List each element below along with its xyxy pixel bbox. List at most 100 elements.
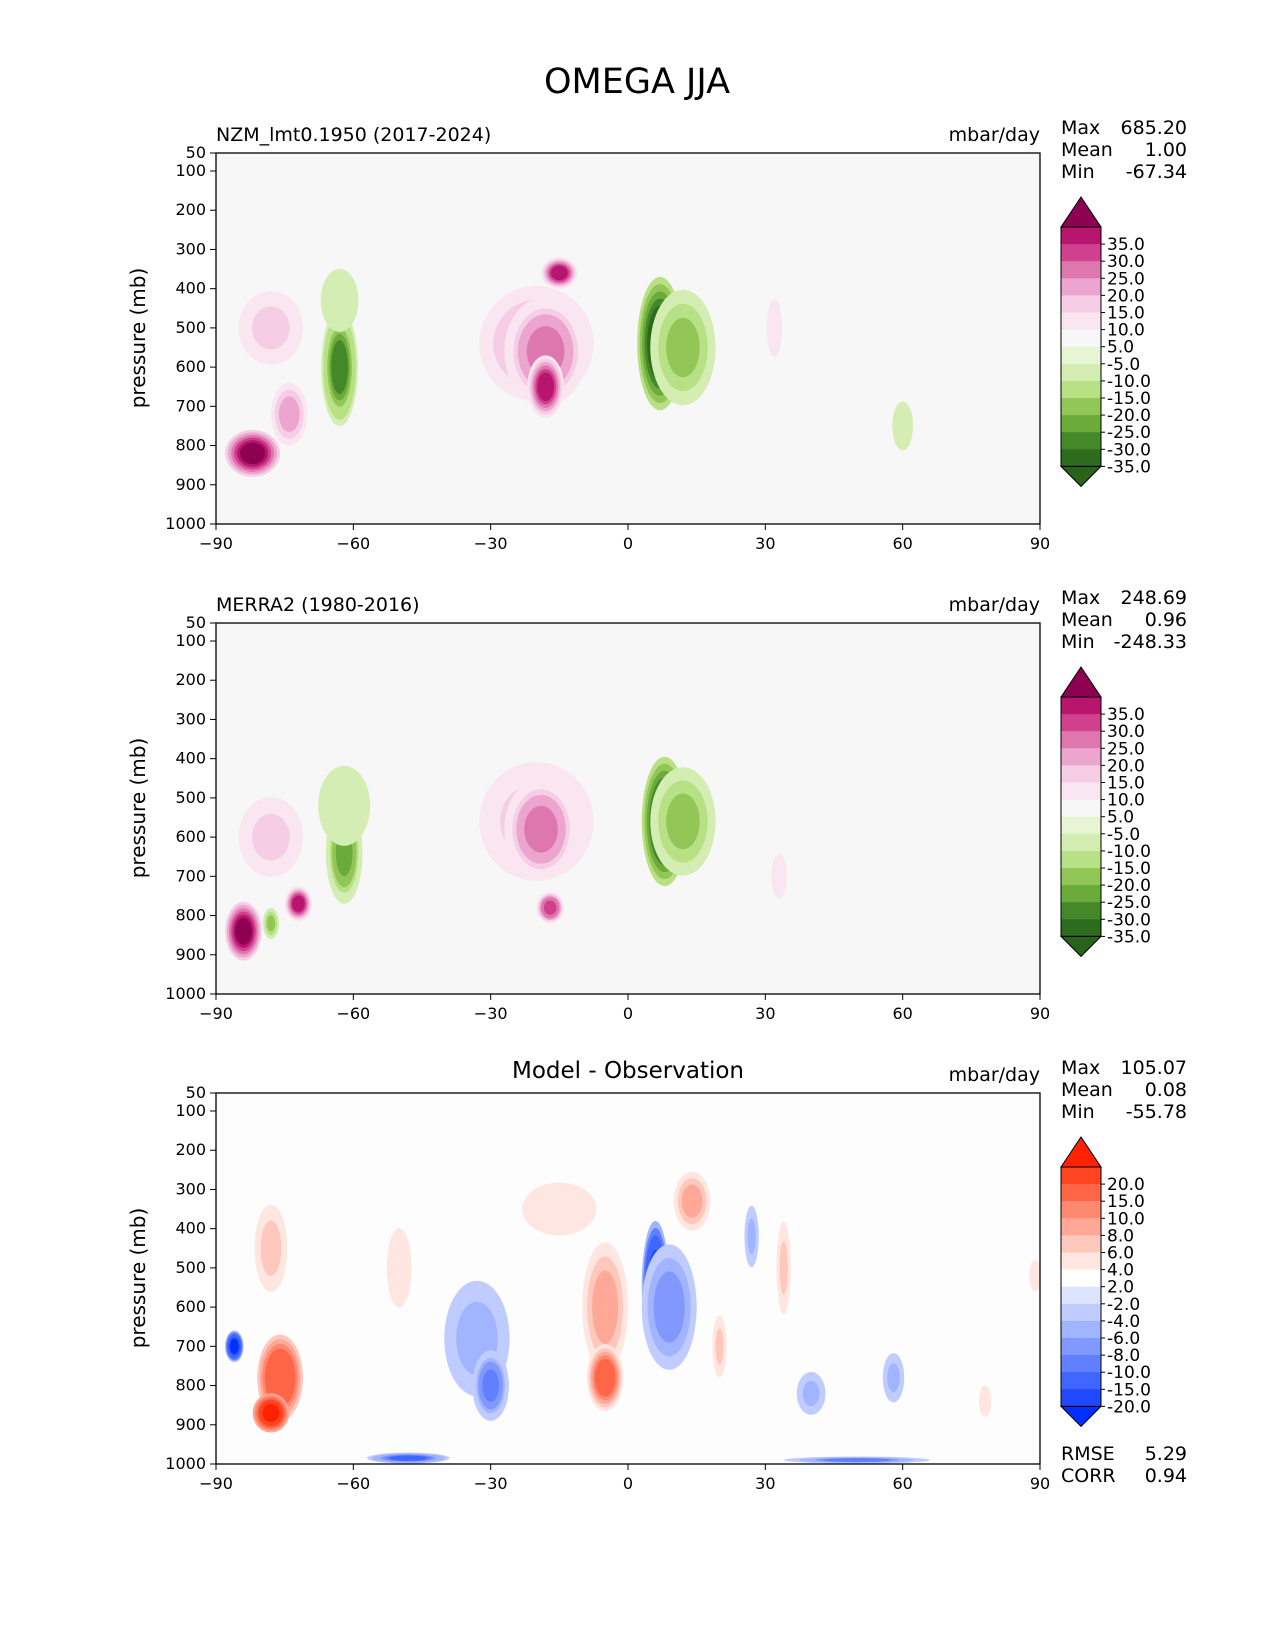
panel-difference-metrics: RMSE 5.29 CORR 0.94 — [1061, 1443, 1187, 1487]
contour-band — [292, 895, 305, 912]
contour-band — [320, 268, 359, 332]
colorbar-label: -30.0 — [1107, 910, 1151, 930]
panel-observation-title: MERRA2 (1980-2016) — [216, 594, 420, 616]
stat-max-value: 105.07 — [1121, 1057, 1187, 1079]
panel-difference: Model - Observation mbar/day 50100200300… — [126, 1057, 1187, 1493]
colorbar-label: 2.0 — [1107, 1278, 1134, 1298]
y-tick-label: 900 — [175, 945, 206, 964]
x-tick-label: −90 — [199, 1004, 233, 1023]
colorbar-label: -25.0 — [1107, 423, 1151, 443]
panel-model: NZM_lmt0.1950 (2017-2024) mbar/day 50100… — [126, 117, 1187, 553]
contour-band — [656, 1278, 682, 1336]
stat-max-label: Max — [1061, 587, 1100, 609]
y-tick-label: 200 — [175, 670, 206, 689]
panel-observation: MERRA2 (1980-2016) mbar/day 501002003004… — [126, 587, 1187, 1023]
colorbar-label: 15.0 — [1107, 304, 1145, 324]
contour-band — [772, 858, 786, 895]
colorbar-segment — [1061, 1303, 1101, 1322]
contour-band — [280, 399, 298, 429]
colorbar-label: -20.0 — [1107, 1397, 1151, 1417]
colorbar-segment — [1061, 1235, 1101, 1253]
colorbar-segment — [1061, 1338, 1101, 1356]
colorbar-label: 6.0 — [1107, 1244, 1134, 1264]
colorbar-label: -5.0 — [1107, 355, 1140, 375]
colorbar-segment — [1061, 731, 1101, 749]
colorbar-label: 5.0 — [1107, 808, 1134, 828]
stat-min-value: -55.78 — [1126, 1101, 1187, 1123]
colorbar-label: -15.0 — [1107, 859, 1151, 879]
x-tick-label: 90 — [1030, 534, 1050, 553]
y-tick-label: 900 — [175, 1415, 206, 1434]
stat-mean-value: 0.08 — [1145, 1079, 1187, 1101]
x-tick-label: −90 — [199, 534, 233, 553]
colorbar-segment — [1061, 432, 1101, 450]
y-tick-label: 600 — [175, 827, 206, 846]
colorbar-segment — [1061, 244, 1101, 262]
y-tick-label: 800 — [175, 436, 206, 455]
colorbar-label: 30.0 — [1107, 722, 1145, 742]
panel-model-x-axis: −90 −60 −30 0 30 60 90 — [199, 524, 1050, 553]
colorbar-label: 5.0 — [1107, 338, 1134, 358]
contour-band — [524, 805, 558, 853]
colorbar-label: 10.0 — [1107, 321, 1145, 341]
y-tick-label: 200 — [175, 200, 206, 219]
contour-band — [534, 1191, 585, 1228]
contour-band — [240, 442, 266, 465]
contour-band — [235, 917, 252, 945]
panel-difference-title: Model - Observation — [512, 1058, 744, 1084]
colorbar-segment — [1061, 1201, 1101, 1219]
colorbar-extend-min — [1059, 1405, 1103, 1428]
contour-band — [390, 1240, 408, 1295]
colorbar-segment — [1061, 363, 1101, 382]
colorbar-segment — [1061, 346, 1101, 365]
colorbar-segment — [1061, 885, 1101, 903]
colorbar-label: -25.0 — [1107, 893, 1151, 913]
colorbar-label: -20.0 — [1107, 876, 1151, 896]
colorbar-extend-min — [1059, 935, 1103, 958]
colorbar-segment — [1061, 782, 1101, 801]
x-tick-label: −30 — [474, 1474, 508, 1493]
colorbar-segment — [1061, 1355, 1101, 1373]
stat-mean-value: 1.00 — [1145, 139, 1187, 161]
colorbar-label: -6.0 — [1107, 1329, 1140, 1349]
panel-model-contours — [225, 257, 914, 477]
y-tick-label: 300 — [175, 1179, 206, 1198]
y-tick-label: 300 — [175, 239, 206, 258]
colorbar-label: 10.0 — [1107, 791, 1145, 811]
colorbar-segment — [1061, 902, 1101, 920]
contour-band — [550, 265, 568, 281]
panel-model-ylabel: pressure (mb) — [126, 268, 150, 409]
stat-min-label: Min — [1061, 1101, 1095, 1123]
colorbar-label: 20.0 — [1107, 286, 1145, 306]
y-tick-label: 800 — [175, 1376, 206, 1395]
y-tick-label: 600 — [175, 357, 206, 376]
x-tick-label: 90 — [1030, 1474, 1050, 1493]
stat-mean-label: Mean — [1061, 1079, 1113, 1101]
contour-band — [768, 304, 781, 352]
colorbar-extend-max — [1060, 666, 1102, 698]
x-tick-label: −60 — [336, 1004, 370, 1023]
stat-max-value: 685.20 — [1121, 117, 1187, 139]
colorbar-segment — [1061, 1218, 1101, 1236]
y-tick-label: 800 — [175, 906, 206, 925]
metric-corr-value: 0.94 — [1145, 1465, 1187, 1487]
contour-band — [715, 1328, 724, 1365]
panel-observation-colorbar: 35.030.025.020.015.010.05.0-5.0-10.0-15.… — [1059, 666, 1151, 958]
colorbar-label: -35.0 — [1107, 457, 1151, 477]
panel-difference-ylabel: pressure (mb) — [126, 1208, 150, 1349]
contour-band — [802, 1380, 820, 1406]
colorbar-segment — [1061, 1389, 1101, 1407]
contour-band — [823, 1458, 891, 1463]
colorbar-label: -15.0 — [1107, 1380, 1151, 1400]
colorbar-segment — [1061, 1167, 1101, 1185]
y-tick-label: 700 — [175, 866, 206, 885]
y-tick-label: 300 — [175, 709, 206, 728]
colorbar-segment — [1061, 449, 1101, 467]
contour-band — [331, 340, 348, 395]
contour-band — [894, 406, 912, 446]
stat-min-label: Min — [1061, 631, 1095, 653]
colorbar-label: -30.0 — [1107, 440, 1151, 460]
